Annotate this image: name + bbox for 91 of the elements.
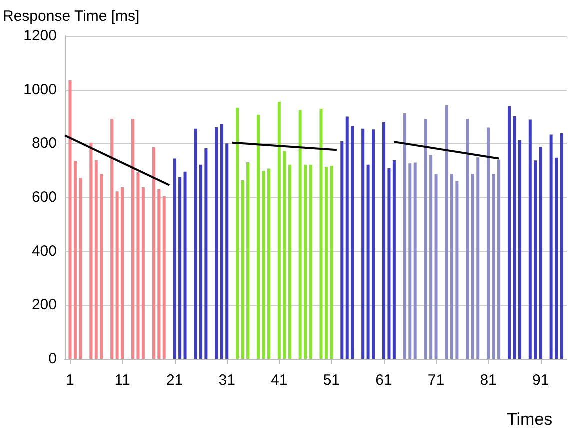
x-tick-label: 81 (480, 372, 497, 389)
bar (340, 142, 344, 359)
x-tick-label: 71 (428, 372, 445, 389)
bar (178, 177, 182, 359)
bar (304, 164, 308, 359)
bar (351, 126, 354, 359)
bar (320, 108, 323, 359)
bar (330, 166, 334, 359)
bar (116, 192, 119, 359)
x-tick-label: 21 (166, 372, 184, 389)
bar (136, 172, 140, 359)
bar (220, 124, 224, 359)
bar (366, 164, 370, 359)
bar (403, 114, 406, 359)
bar (121, 188, 124, 359)
bar (372, 130, 376, 359)
bar (424, 119, 428, 359)
x-tick-label: 31 (218, 372, 236, 389)
bar (324, 167, 328, 359)
bar (142, 188, 145, 359)
bar (236, 108, 240, 359)
bar (283, 151, 286, 359)
bar (362, 128, 365, 359)
bar (346, 116, 349, 359)
bar (539, 147, 542, 359)
bar (555, 158, 558, 359)
bar (528, 120, 532, 359)
bar (262, 171, 266, 359)
bar (534, 160, 538, 359)
bar (498, 160, 501, 359)
bar (94, 160, 98, 359)
y-axis-title: Response Time [ms] (3, 8, 140, 25)
x-tick-label: 61 (376, 372, 392, 389)
bar (90, 142, 93, 359)
bar (382, 122, 386, 359)
bar (466, 119, 470, 359)
x-tick-label: 11 (114, 372, 130, 389)
bar (298, 110, 302, 359)
bar (508, 106, 511, 359)
bar (110, 119, 114, 359)
bar (158, 189, 161, 359)
bar (215, 128, 218, 359)
bar (226, 144, 229, 359)
y-tick-label: 800 (32, 135, 57, 152)
x-tick-label: 51 (323, 372, 340, 389)
bar (162, 196, 166, 359)
y-tick-label: 1200 (24, 28, 57, 44)
y-tick-label: 0 (48, 350, 57, 368)
bar (450, 174, 454, 359)
x-tick-label: 91 (532, 372, 550, 389)
bar (392, 160, 396, 359)
y-tick-label: 200 (32, 296, 57, 314)
bar (388, 168, 391, 359)
bar (445, 105, 448, 359)
bar (471, 174, 474, 359)
bar (434, 174, 438, 359)
bar (487, 128, 490, 359)
bar (456, 181, 459, 359)
bar (204, 148, 208, 359)
x-tick-label: 1 (66, 372, 74, 389)
bar (408, 164, 412, 359)
bar (131, 119, 134, 359)
bar (241, 180, 244, 359)
bar (194, 128, 198, 359)
bar (199, 164, 202, 359)
y-tick-label: 1000 (24, 81, 57, 98)
x-axis-title: Times (507, 410, 553, 428)
bar (173, 158, 176, 359)
bar (288, 164, 292, 359)
bar (68, 80, 72, 359)
bar (246, 162, 250, 359)
bar (476, 158, 480, 359)
bar (518, 140, 522, 359)
bar (430, 155, 433, 359)
bar (74, 161, 77, 359)
bar (256, 114, 260, 359)
bar (513, 116, 516, 359)
y-tick-label: 600 (32, 189, 57, 206)
bar (79, 178, 82, 359)
bar (414, 162, 417, 359)
bar (492, 174, 496, 359)
bar (152, 147, 156, 359)
x-tick-label: 41 (271, 372, 288, 389)
bar (309, 164, 312, 359)
y-tick-label: 400 (32, 242, 57, 260)
bar (267, 168, 270, 359)
bar (184, 172, 187, 359)
bar (550, 134, 553, 359)
bar (560, 133, 564, 359)
bar (100, 174, 104, 359)
bar (278, 102, 281, 359)
